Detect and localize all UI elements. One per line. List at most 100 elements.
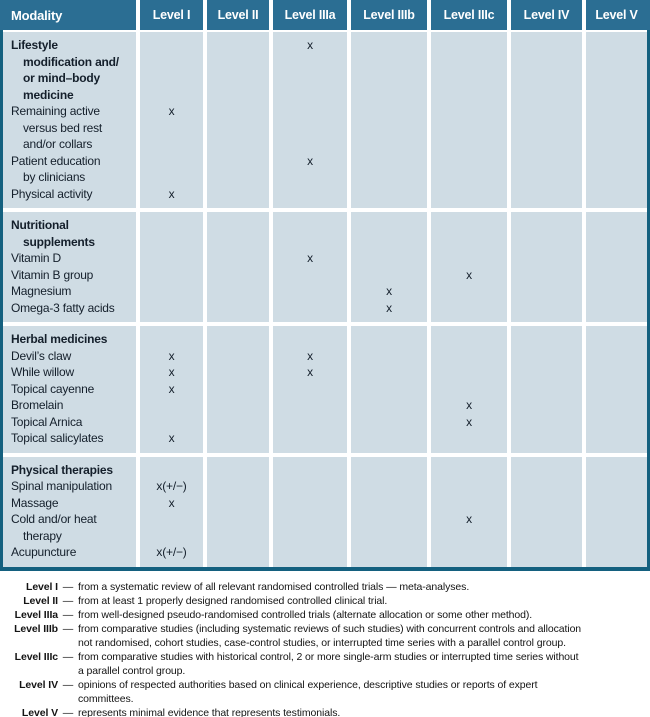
modality-label: Magnesium bbox=[3, 283, 140, 300]
evidence-mark-cell bbox=[586, 347, 647, 364]
evidence-mark-cell bbox=[351, 212, 431, 250]
footnote-dash: — bbox=[62, 580, 74, 593]
footnote-text: from well-designed pseudo-randomised con… bbox=[78, 608, 533, 621]
evidence-mark-cell bbox=[140, 250, 207, 267]
evidence-mark-cell bbox=[586, 397, 647, 414]
evidence-mark-cell bbox=[511, 299, 586, 322]
evidence-mark-cell bbox=[351, 544, 431, 567]
evidence-mark-cell bbox=[207, 397, 273, 414]
evidence-mark-cell bbox=[351, 511, 431, 544]
evidence-mark-cell bbox=[273, 299, 351, 322]
section-herbal-medicines: Herbal medicines Devil’s claw x x While will… bbox=[3, 326, 647, 453]
modality-label: Topical cayenne bbox=[3, 380, 140, 397]
column-header-level-v: Level V bbox=[595, 8, 638, 22]
footnote-dash: — bbox=[62, 678, 74, 691]
evidence-mark-cell: x bbox=[431, 413, 511, 430]
evidence-mark-cell bbox=[511, 347, 586, 364]
evidence-mark-cell bbox=[431, 494, 511, 511]
evidence-mark-cell bbox=[273, 283, 351, 300]
evidence-mark-cell bbox=[511, 250, 586, 267]
footnote-row: Level I — from a systematic review of all … bbox=[0, 580, 650, 594]
evidence-mark-cell bbox=[431, 326, 511, 348]
evidence-mark-cell bbox=[511, 413, 586, 430]
evidence-mark-cell bbox=[273, 397, 351, 414]
evidence-mark-cell: x bbox=[431, 511, 511, 544]
evidence-mark-cell bbox=[351, 478, 431, 495]
evidence-mark-cell bbox=[273, 185, 351, 208]
evidence-mark-cell bbox=[273, 380, 351, 397]
evidence-mark-cell bbox=[207, 185, 273, 208]
evidence-mark-cell: x bbox=[431, 266, 511, 283]
footnote-text: represents minimal evidence that represe… bbox=[78, 706, 341, 717]
column-header-modality: Modality bbox=[3, 0, 140, 30]
evidence-mark-cell: x bbox=[140, 347, 207, 364]
evidence-mark-cell bbox=[586, 456, 647, 478]
footnote-text: from comparative studies with historical… bbox=[78, 650, 579, 677]
evidence-mark-cell: x bbox=[140, 430, 207, 453]
section-lifestyle: Lifestyle modification and/ or mind–body… bbox=[3, 32, 647, 208]
evidence-mark-cell bbox=[431, 283, 511, 300]
evidence-mark-cell: x bbox=[273, 152, 351, 186]
modality-label: Vitamin B group bbox=[3, 266, 140, 283]
footnote-row: Level IIIa — from well-designed pseudo-ran… bbox=[0, 608, 650, 622]
modality-label: Physical activity bbox=[3, 185, 140, 208]
evidence-mark-cell bbox=[351, 430, 431, 453]
column-header-level-iiia: Level IIIa bbox=[273, 0, 351, 30]
evidence-mark-cell bbox=[511, 494, 586, 511]
evidence-mark-cell bbox=[140, 511, 207, 544]
evidence-mark-cell bbox=[140, 152, 207, 186]
evidence-mark-cell bbox=[586, 413, 647, 430]
footnote-row: Level V — represents minimal evidence that… bbox=[0, 706, 650, 717]
footnote-row: Level IIIb — from comparative studies (inc… bbox=[0, 622, 650, 650]
evidence-table: Modality Level I Level II Level IIIa Level I… bbox=[0, 0, 650, 571]
evidence-mark-cell bbox=[511, 478, 586, 495]
evidence-mark-cell bbox=[431, 185, 511, 208]
footnote-label: Level IV bbox=[19, 678, 58, 691]
modality-label: Bromelain bbox=[3, 397, 140, 414]
modality-label: Devil’s claw bbox=[3, 347, 140, 364]
evidence-mark-cell: x bbox=[273, 250, 351, 267]
evidence-mark-cell bbox=[140, 283, 207, 300]
footnote-dash: — bbox=[62, 608, 74, 621]
evidence-mark-cell bbox=[586, 299, 647, 322]
footnote-label: Level IIIc bbox=[14, 650, 58, 663]
column-header-level-ii: Level II bbox=[207, 0, 273, 30]
evidence-mark-cell: x bbox=[140, 364, 207, 381]
footnote-row: Level IIIc — from comparative studies with… bbox=[0, 650, 650, 678]
column-header-level-iiib: Level IIIb bbox=[351, 0, 431, 30]
evidence-mark-cell bbox=[431, 364, 511, 381]
footnote-dash: — bbox=[62, 594, 74, 607]
evidence-mark-cell bbox=[511, 283, 586, 300]
evidence-mark-cell bbox=[140, 456, 207, 478]
footnote-label: Level IIIb bbox=[14, 622, 58, 635]
evidence-mark-cell bbox=[586, 212, 647, 250]
evidence-mark-cell bbox=[207, 266, 273, 283]
modality-label: Physical therapies bbox=[3, 456, 140, 478]
evidence-mark-cell bbox=[140, 299, 207, 322]
evidence-mark-cell bbox=[431, 299, 511, 322]
modality-label: Omega-3 fatty acids bbox=[3, 299, 140, 322]
evidence-mark-cell bbox=[431, 544, 511, 567]
evidence-mark-cell bbox=[351, 380, 431, 397]
evidence-mark-cell bbox=[207, 299, 273, 322]
modality-label: Lifestyle modification and/ or mind–body… bbox=[3, 32, 140, 103]
footnote-dash: — bbox=[62, 650, 74, 663]
evidence-mark-cell bbox=[351, 103, 431, 153]
evidence-mark-cell bbox=[207, 544, 273, 567]
column-header-level-i: Level I bbox=[140, 0, 207, 30]
evidence-mark-cell bbox=[207, 212, 273, 250]
evidence-mark-cell bbox=[431, 32, 511, 103]
evidence-mark-cell bbox=[586, 152, 647, 186]
evidence-mark-cell bbox=[431, 347, 511, 364]
modality-label: Topical Arnica bbox=[3, 413, 140, 430]
modality-label: While willow bbox=[3, 364, 140, 381]
evidence-mark-cell bbox=[273, 430, 351, 453]
evidence-mark-cell bbox=[273, 266, 351, 283]
evidence-mark-cell bbox=[351, 266, 431, 283]
evidence-mark-cell bbox=[431, 103, 511, 153]
evidence-mark-cell: x bbox=[140, 380, 207, 397]
evidence-mark-cell bbox=[140, 413, 207, 430]
modality-label: Spinal manipulation bbox=[3, 478, 140, 495]
modality-label: Vitamin D bbox=[3, 250, 140, 267]
